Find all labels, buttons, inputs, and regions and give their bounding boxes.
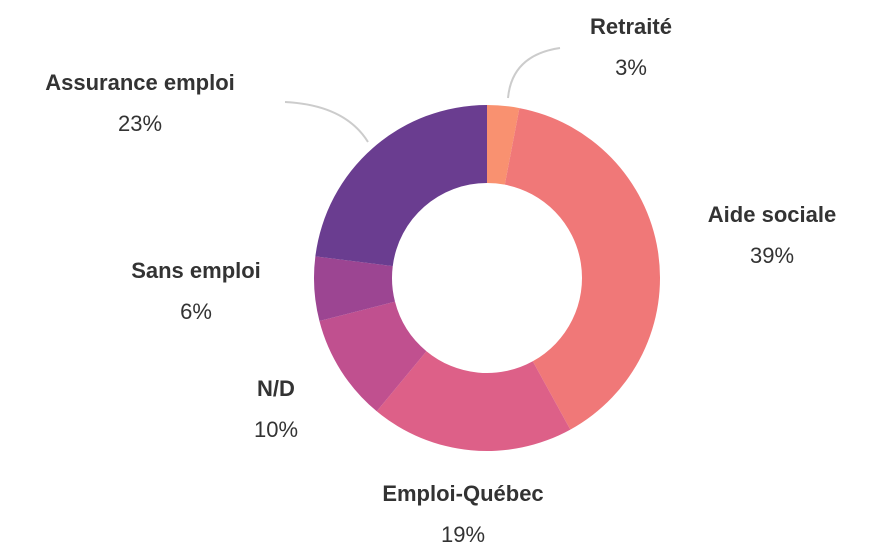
slice-value: 6%	[180, 299, 212, 324]
slice-name: Sans emploi	[131, 258, 261, 283]
slice-value: 10%	[254, 417, 298, 442]
slice-name: Emploi-Québec	[382, 481, 543, 506]
slice-value: 19%	[441, 522, 485, 547]
donut-slice	[319, 301, 427, 412]
leader-line	[284, 101, 369, 143]
donut-slice	[315, 105, 487, 267]
slice-value: 23%	[118, 111, 162, 136]
slice-value: 3%	[615, 55, 647, 80]
donut-slice	[504, 108, 660, 430]
slice-name: Retraité	[590, 14, 672, 39]
leader-line	[507, 47, 561, 99]
donut-slice	[314, 256, 395, 322]
donut-slice	[376, 351, 571, 451]
slice-name: Aide sociale	[708, 202, 836, 227]
donut-slice	[487, 105, 520, 185]
slice-name: Assurance emploi	[45, 70, 235, 95]
slice-value: 39%	[750, 243, 794, 268]
slice-name: N/D	[257, 376, 295, 401]
